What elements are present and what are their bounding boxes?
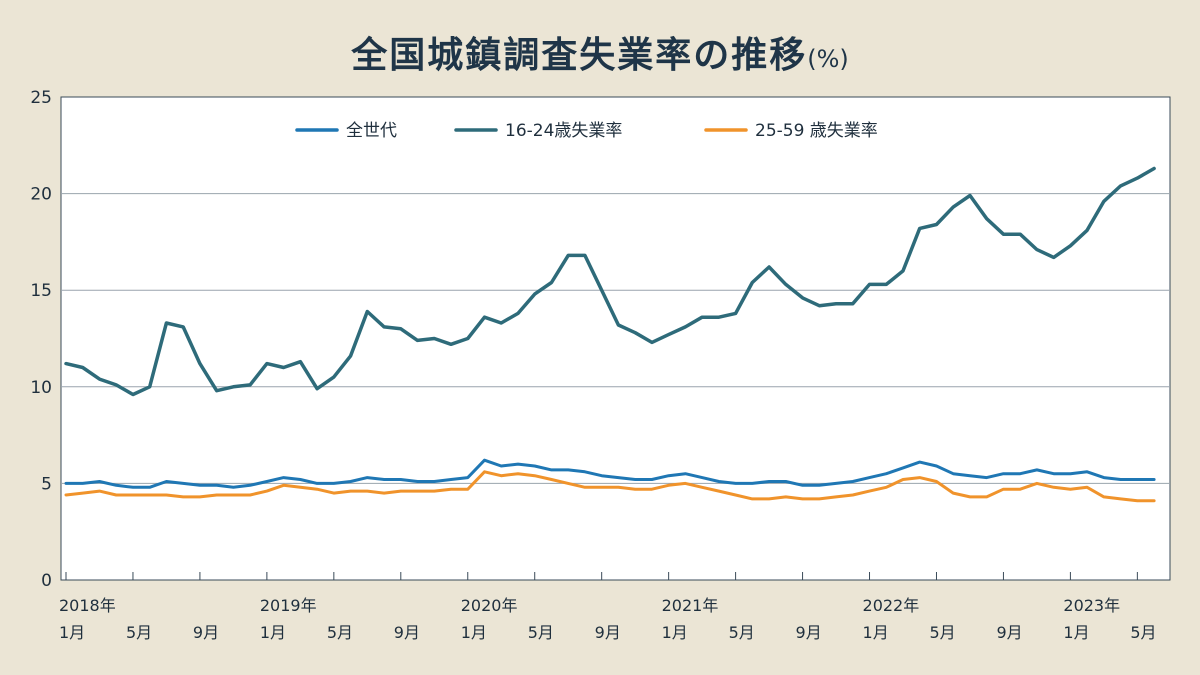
plot-area	[60, 96, 1171, 581]
series-line-0	[64, 458, 1156, 489]
legend-label-0: 全世代	[346, 121, 397, 141]
x-tick-month-label: 1月	[59, 623, 85, 642]
x-tick-month-label: 5月	[929, 623, 955, 642]
x-tick-month-label: 9月	[796, 623, 822, 642]
y-tick-label: 20	[30, 185, 52, 205]
chart-title: 全国城鎮調査失業率の推移(%)	[0, 26, 1200, 78]
x-tick-month-label: 9月	[193, 623, 219, 642]
x-tick-month-label: 1月	[863, 623, 889, 642]
y-tick-label: 5	[41, 474, 52, 494]
x-tick-month-label: 1月	[662, 623, 688, 642]
x-tick-month-label: 9月	[595, 623, 621, 642]
y-tick-label: 25	[30, 88, 52, 108]
y-tick-label: 15	[30, 281, 52, 301]
x-tick-month-label: 1月	[461, 623, 487, 642]
x-tick-year-label: 2021年	[662, 596, 719, 615]
x-tick-year-label: 2018年	[59, 596, 116, 615]
x-tick-month-label: 5月	[729, 623, 755, 642]
series-line-2	[64, 470, 1156, 503]
y-tick-label: 10	[30, 378, 52, 398]
y-tick-label: 0	[41, 571, 52, 591]
x-tick-month-label: 1月	[1063, 623, 1089, 642]
x-tick-month-label: 9月	[996, 623, 1022, 642]
x-axis-ticks: 2018年 1月 5月 9月 2019年 1月 5月 9月 2020年 1月 5月 9月 2021年 1月…	[59, 572, 1157, 642]
x-tick-month-label: 9月	[394, 623, 420, 642]
grid-lines	[61, 193, 1170, 484]
chart-title-text: 全国城鎮調査失業率の推移	[351, 35, 808, 76]
series-line-1	[64, 166, 1156, 397]
legend: 全世代 16-24歳失業率 25-59 歳失業率	[295, 121, 878, 141]
legend-label-2: 25-59 歳失業率	[755, 121, 878, 141]
x-tick-year-label: 2019年	[260, 596, 317, 615]
x-tick-month-label: 5月	[1130, 623, 1156, 642]
x-tick-month-label: 5月	[528, 623, 554, 642]
x-tick-month-label: 5月	[126, 623, 152, 642]
x-tick-year-label: 2023年	[1063, 596, 1120, 615]
series-lines	[64, 166, 1156, 503]
legend-label-1: 16-24歳失業率	[505, 121, 622, 141]
x-tick-year-label: 2022年	[863, 596, 920, 615]
y-axis-ticks: 0 5 10 15 20 25	[30, 88, 52, 591]
x-tick-month-label: 5月	[327, 623, 353, 642]
x-tick-year-label: 2020年	[461, 596, 518, 615]
x-tick-month-label: 1月	[260, 623, 286, 642]
chart-title-unit: (%)	[807, 45, 849, 73]
